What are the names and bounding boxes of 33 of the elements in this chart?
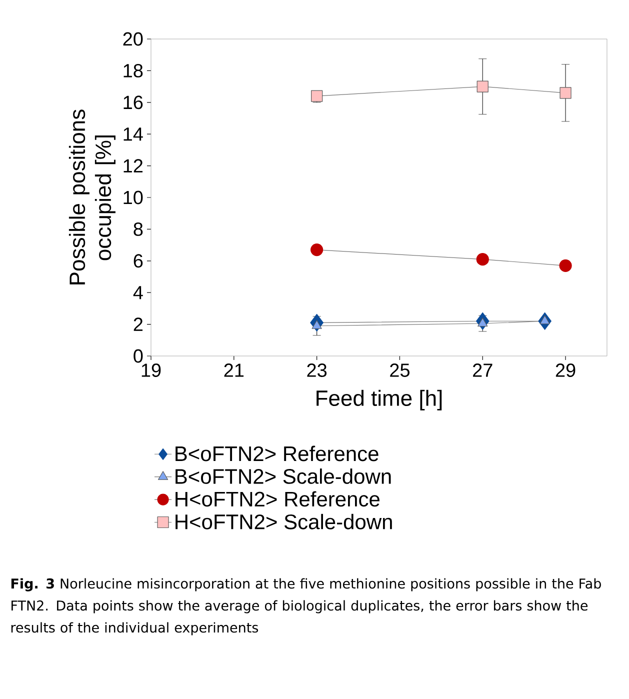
x-tick-label: 29 — [556, 364, 576, 377]
y-axis-title: Possible positions occupied [%] — [68, 110, 116, 284]
point — [559, 259, 572, 272]
x-tick-label: 27 — [473, 364, 492, 377]
y-tick-label: 14 — [124, 128, 143, 141]
point — [476, 253, 489, 266]
y-tick-label: 6 — [134, 254, 143, 268]
y-tick-label: 20 — [123, 32, 143, 46]
point — [560, 87, 572, 99]
point — [310, 244, 324, 256]
x-tick-label: 23 — [307, 364, 327, 377]
legend-label: B<oFTN2> Scale-down — [176, 468, 391, 484]
legend-label: H<oFTN2> Reference — [176, 491, 380, 507]
point — [312, 320, 322, 329]
y-tick-label: 8 — [134, 222, 143, 236]
legend-label: B<oFTN2> Reference — [176, 446, 378, 462]
y-tick-label: 10 — [124, 190, 143, 204]
point — [540, 315, 550, 324]
y-tick-label: 12 — [124, 159, 143, 172]
x-tick-label: 25 — [390, 364, 410, 377]
point — [311, 90, 323, 102]
y-tick-label: 4 — [133, 286, 143, 300]
y-tick-label: 16 — [124, 96, 143, 110]
point — [476, 80, 488, 92]
x-tick-label: 19 — [142, 364, 161, 377]
x-tick-label: 21 — [224, 364, 244, 377]
y-tick-label: 0 — [134, 349, 143, 363]
y-tick-label: 2 — [134, 318, 143, 331]
x-axis-title: Feed time [h] — [316, 390, 442, 410]
y-tick-label: 18 — [124, 64, 143, 78]
point — [478, 318, 488, 327]
legend-label: H<oFTN2> Scale-down — [176, 514, 392, 530]
text: Fig. 3 Norleucine misincorporation at the five methionine positions possible in the Fab FTN2. Data points show the average of biological duplicates, the error bars show the results of the individual experiments — [11, 578, 601, 636]
